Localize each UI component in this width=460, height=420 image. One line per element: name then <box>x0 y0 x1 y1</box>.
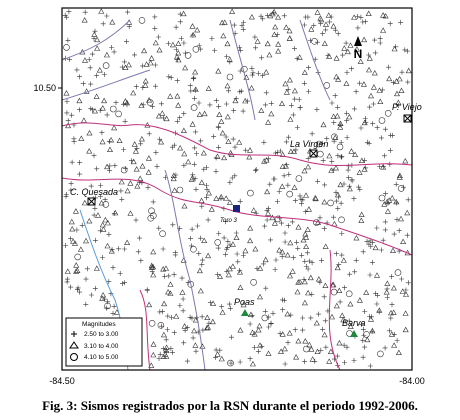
legend-item: 2.50 to 3.00 <box>84 331 119 338</box>
map-frame <box>61 7 413 371</box>
river <box>299 19 331 101</box>
lon-label: -84.00 <box>399 376 425 386</box>
toro-marker <box>233 205 240 212</box>
volcano-marker <box>350 330 358 337</box>
river <box>61 19 131 61</box>
lon-label: -84.50 <box>49 376 75 386</box>
caption: Fig. 3: Sismos registrados por la RSN du… <box>42 398 418 413</box>
quake-triangle <box>63 8 412 368</box>
place-markers <box>87 114 412 206</box>
legend-item: 4.10 to 5.00 <box>84 354 119 361</box>
legend-symbol <box>69 341 79 349</box>
boundary-line <box>61 122 413 167</box>
quake-circle <box>63 17 405 367</box>
place-label: Barva <box>342 318 366 328</box>
legend-symbol <box>71 331 77 337</box>
volcano-marker <box>241 309 249 316</box>
place-label: C. Quesada <box>70 187 118 197</box>
legend-item: 3.10 to 4.00 <box>84 343 119 350</box>
boundary-line <box>139 289 151 371</box>
north-arrow <box>354 36 362 46</box>
place-label: P. Viejo <box>392 102 422 112</box>
legend-box <box>65 317 143 367</box>
river <box>61 69 151 101</box>
boundary-line <box>61 177 413 256</box>
earthquake-symbols <box>62 8 412 369</box>
legend-symbol <box>70 353 78 361</box>
place-label: Toro 3 <box>220 218 237 224</box>
legend-title: Magnitudes <box>82 321 116 328</box>
north-label: N <box>354 47 363 61</box>
quake-plus <box>62 9 411 369</box>
boundary-line <box>328 249 341 371</box>
lat-label: 10.50 <box>33 83 56 93</box>
place-label: La Virgen <box>290 139 328 149</box>
river <box>229 19 256 121</box>
place-label: Poas <box>234 297 255 307</box>
river <box>164 169 206 371</box>
